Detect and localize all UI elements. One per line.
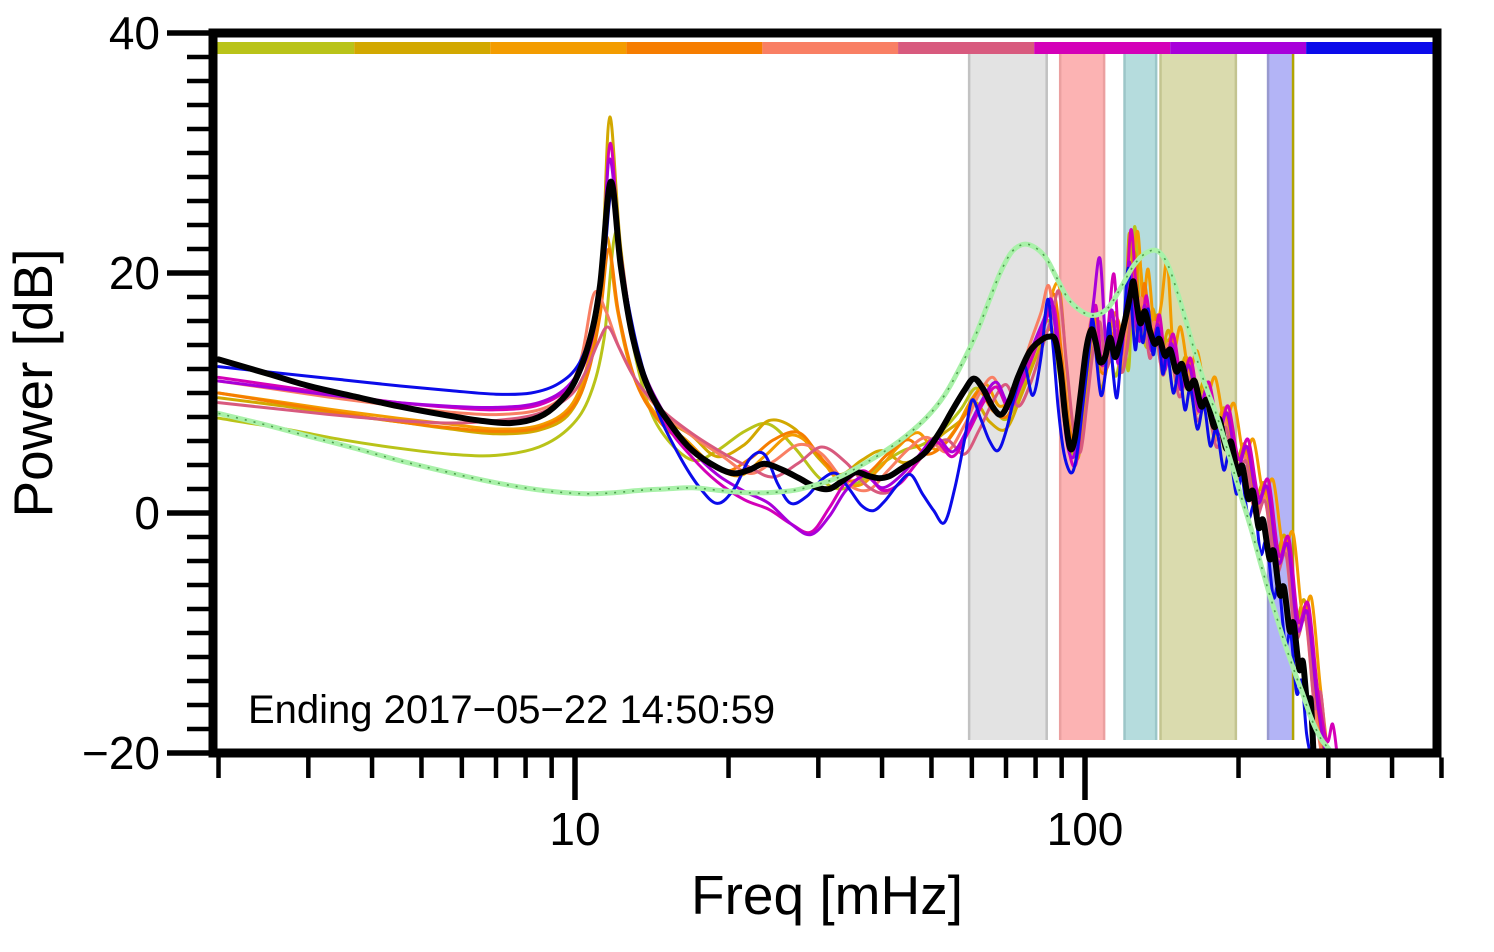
strip-segment-band-1 — [217, 42, 355, 54]
y-tick-label: −20 — [82, 727, 160, 779]
axis-ticks — [167, 30, 1444, 800]
spectrum-mean — [217, 178, 1317, 753]
y-tick-label: 20 — [109, 247, 160, 299]
x-tick-label: 10 — [549, 803, 600, 855]
spectrum-band2-gold — [217, 115, 1325, 753]
y-tick-label: 40 — [109, 7, 160, 59]
strip-segment-band-2 — [354, 42, 491, 54]
spectrum-band6-rose — [217, 289, 1328, 753]
strip-segment-band-4 — [626, 42, 763, 54]
plot-frame — [208, 28, 1442, 758]
spectrum-reference-palegreen-dotted-edge — [218, 243, 1333, 753]
x-tick-label: 100 — [1047, 803, 1124, 855]
strip-segment-band-8 — [1170, 42, 1307, 54]
band-color-strip — [217, 42, 1433, 54]
strip-segment-band-9 — [1306, 42, 1433, 54]
axes-frame — [208, 28, 1442, 758]
timestamp-annotation: Ending 2017−05−22 14:50:59 — [248, 688, 776, 732]
y-axis-label: Power [dB] — [2, 248, 64, 518]
teal-band — [1123, 54, 1158, 740]
psd-curves — [217, 115, 1339, 753]
strip-segment-band-6 — [898, 42, 1035, 54]
strip-segment-band-3 — [490, 42, 627, 54]
strip-segment-band-5 — [762, 42, 899, 54]
strip-segment-band-7 — [1034, 42, 1171, 54]
axis-tick-labels: 40 20 0 −20 10 100 — [82, 7, 1123, 855]
x-axis-label: Freq [mHz] — [691, 864, 963, 926]
y-tick-label: 0 — [134, 487, 160, 539]
